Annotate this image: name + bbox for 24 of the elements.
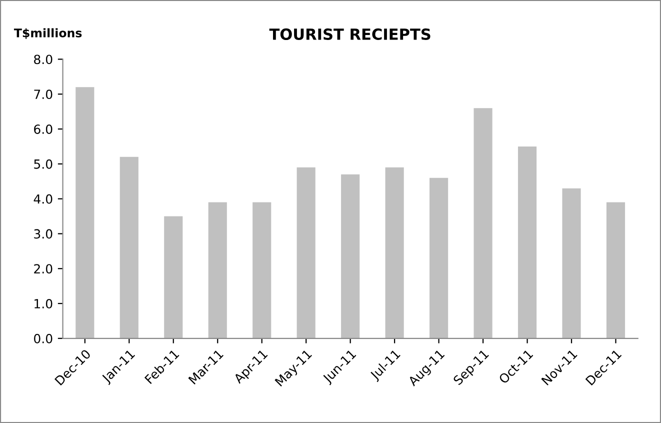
y-tick-label: 8.0 (34, 54, 52, 64)
bar (474, 108, 492, 338)
y-tick-label: 4.0 (34, 194, 52, 204)
y-tick-label: 2.0 (34, 264, 52, 274)
bar (341, 174, 360, 338)
bar (518, 146, 537, 338)
y-tick-label: 7.0 (34, 90, 52, 100)
y-tick-label: 5.0 (34, 159, 52, 169)
bar (120, 156, 138, 338)
y-tick-label: 1.0 (34, 298, 52, 308)
bar (562, 188, 581, 338)
bar (252, 202, 272, 338)
bar (385, 167, 404, 338)
bar (76, 87, 94, 338)
bar (164, 216, 183, 338)
bar (208, 202, 227, 338)
bar (430, 178, 448, 338)
y-tick-label: 6.0 (34, 124, 52, 134)
y-tick-label: 0.0 (34, 334, 52, 344)
bar (606, 202, 626, 338)
bar (296, 167, 316, 338)
chart-title: TOURIST RECIEPTS (269, 28, 430, 40)
y-tick-label: 3.0 (34, 229, 52, 239)
y-axis-title: T$millions (14, 28, 82, 39)
